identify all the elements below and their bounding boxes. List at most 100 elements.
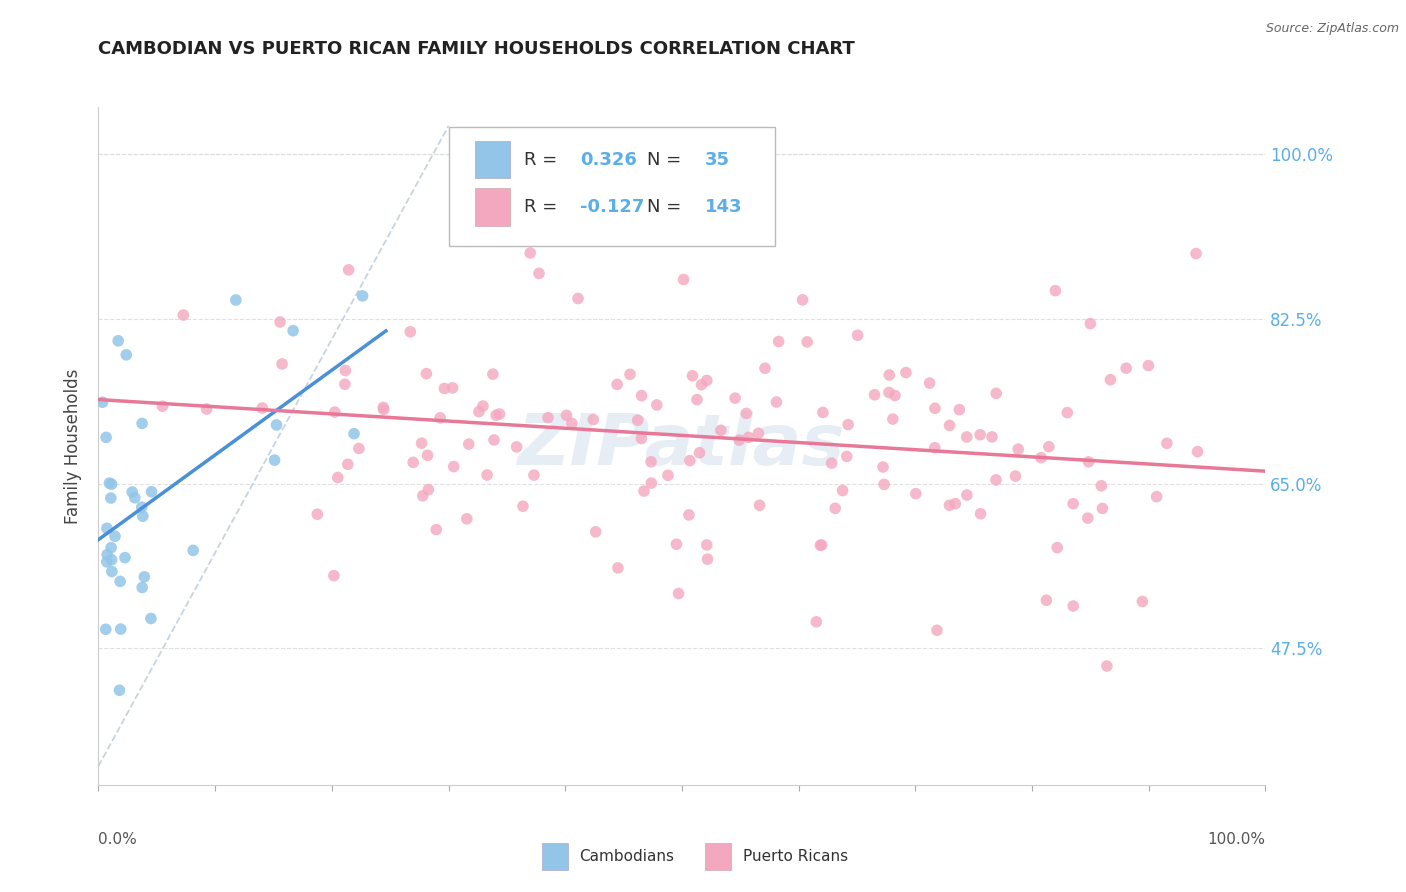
Point: [100, 541, 122, 555]
Point: [468, 404, 491, 418]
Point: [100, 491, 122, 505]
Point: [696, 538, 718, 552]
Point: [882, 412, 904, 426]
Point: [668, 586, 690, 600]
Point: [94, 622, 117, 636]
Point: [835, 450, 858, 464]
Point: [1038, 440, 1060, 454]
Point: [336, 458, 359, 472]
Point: [630, 432, 652, 446]
Point: [585, 524, 607, 539]
Point: [94, 430, 117, 444]
Point: [512, 499, 534, 513]
Point: [114, 550, 136, 565]
Point: [108, 574, 131, 589]
Point: [567, 292, 589, 306]
Point: [323, 405, 346, 419]
Point: [765, 395, 787, 409]
Point: [373, 401, 395, 415]
Point: [131, 500, 153, 515]
Text: 143: 143: [706, 198, 742, 216]
Point: [333, 377, 356, 392]
Bar: [475, 188, 510, 226]
Point: [108, 683, 131, 698]
Point: [831, 483, 853, 498]
Point: [443, 459, 465, 474]
Point: [846, 328, 869, 343]
Point: [969, 507, 991, 521]
Point: [225, 293, 247, 307]
Point: [412, 489, 434, 503]
Point: [252, 401, 274, 415]
Point: [606, 561, 628, 575]
Point: [873, 477, 896, 491]
Point: [872, 460, 894, 475]
Y-axis label: Family Households: Family Households: [65, 368, 83, 524]
Point: [115, 348, 138, 362]
Text: 100.0%: 100.0%: [1208, 832, 1265, 847]
Point: [418, 483, 440, 497]
Point: [665, 537, 688, 551]
Point: [690, 377, 713, 392]
Point: [482, 433, 505, 447]
Point: [271, 357, 294, 371]
Point: [640, 455, 662, 469]
Point: [606, 377, 628, 392]
Point: [263, 453, 285, 467]
Point: [806, 615, 828, 629]
Point: [134, 570, 156, 584]
Point: [505, 440, 527, 454]
Point: [96, 521, 118, 535]
Point: [672, 272, 695, 286]
Point: [879, 368, 901, 382]
Point: [1077, 455, 1099, 469]
Point: [796, 334, 818, 349]
Point: [689, 446, 711, 460]
Point: [696, 552, 718, 566]
Point: [918, 376, 941, 390]
Point: [710, 423, 733, 437]
Point: [402, 455, 425, 469]
Point: [1062, 599, 1084, 613]
Point: [696, 373, 718, 387]
Point: [352, 289, 374, 303]
Point: [582, 412, 605, 426]
Point: [411, 436, 433, 450]
Point: [633, 484, 655, 499]
Text: 0.326: 0.326: [581, 151, 637, 169]
Point: [1080, 317, 1102, 331]
Point: [181, 543, 204, 558]
Text: CAMBODIAN VS PUERTO RICAN FAMILY HOUSEHOLDS CORRELATION CHART: CAMBODIAN VS PUERTO RICAN FAMILY HOUSEHO…: [98, 40, 855, 58]
Text: R =: R =: [524, 151, 564, 169]
Point: [107, 334, 129, 348]
Point: [728, 433, 751, 447]
Point: [1046, 541, 1069, 555]
Point: [347, 442, 370, 456]
Point: [1056, 406, 1078, 420]
Point: [640, 476, 662, 491]
Point: [1146, 490, 1168, 504]
Point: [96, 555, 118, 569]
Point: [1045, 284, 1067, 298]
Point: [956, 488, 979, 502]
Point: [1062, 497, 1084, 511]
Point: [100, 477, 122, 491]
Point: [104, 529, 127, 543]
Text: 35: 35: [706, 151, 730, 169]
Point: [343, 426, 366, 441]
Point: [1007, 442, 1029, 457]
Point: [281, 324, 304, 338]
Point: [682, 368, 704, 383]
Bar: [475, 141, 510, 178]
Text: Puerto Ricans: Puerto Ricans: [742, 848, 848, 863]
Point: [792, 293, 814, 307]
Point: [100, 552, 122, 566]
Point: [141, 484, 163, 499]
FancyBboxPatch shape: [449, 128, 775, 246]
Point: [101, 565, 124, 579]
Text: Cambodians: Cambodians: [579, 848, 675, 863]
Point: [131, 581, 153, 595]
Point: [627, 413, 650, 427]
Point: [1099, 373, 1122, 387]
Point: [678, 508, 700, 522]
